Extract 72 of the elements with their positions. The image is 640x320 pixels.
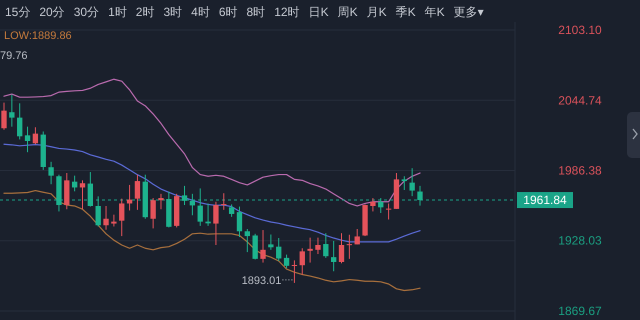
candlestick bbox=[409, 168, 415, 197]
candlestick bbox=[378, 198, 384, 214]
text: 更多▾ bbox=[454, 5, 484, 19]
candlestick bbox=[134, 174, 140, 210]
text: 6时 bbox=[218, 5, 238, 19]
candlestick bbox=[32, 126, 38, 145]
y-tick-label: 2044.74 bbox=[558, 93, 602, 108]
candlestick bbox=[126, 184, 132, 211]
candlestick bbox=[417, 185, 423, 206]
annotation: 1893.01 bbox=[242, 274, 282, 287]
candlestick bbox=[292, 260, 298, 284]
candlestick bbox=[330, 240, 336, 272]
annotation: 79.76 bbox=[0, 50, 28, 62]
candlestick bbox=[182, 185, 188, 206]
y-tick-label: 1986.38 bbox=[558, 164, 602, 178]
candlestick bbox=[354, 228, 360, 245]
candlestick bbox=[260, 230, 266, 264]
candlestick bbox=[213, 201, 219, 246]
candlestick bbox=[80, 180, 86, 210]
candlestick bbox=[205, 202, 211, 226]
text: 30分 bbox=[74, 5, 100, 19]
ref-line-label: 1961.84 bbox=[523, 193, 568, 208]
candlestick bbox=[386, 202, 392, 220]
candlestick bbox=[268, 234, 274, 250]
candlestick bbox=[96, 196, 101, 227]
candlestick bbox=[228, 204, 234, 218]
candlestick bbox=[221, 192, 226, 210]
text: 年K bbox=[424, 5, 445, 19]
candlestick bbox=[88, 172, 94, 208]
candlestick bbox=[402, 176, 407, 190]
candlestick bbox=[307, 237, 313, 264]
candlestick bbox=[48, 161, 54, 185]
y-tick-label: 1869.67 bbox=[558, 304, 602, 318]
candlestick bbox=[338, 232, 344, 264]
candlestick bbox=[119, 198, 124, 237]
candlestick bbox=[24, 126, 30, 153]
candlestick bbox=[150, 198, 156, 229]
y-tick-label: 2103.10 bbox=[558, 23, 602, 37]
candlestick bbox=[111, 214, 117, 227]
candlestick bbox=[276, 238, 282, 262]
text: 20分 bbox=[39, 5, 65, 19]
text: 3时 bbox=[163, 5, 182, 19]
candlestick bbox=[198, 188, 203, 226]
text: 15分 bbox=[5, 5, 30, 19]
candlestick bbox=[315, 237, 321, 255]
text: 周K bbox=[338, 5, 358, 19]
candlestick bbox=[1, 102, 7, 130]
text: 2时 bbox=[136, 5, 154, 19]
text: 1时 bbox=[108, 5, 127, 19]
text: 季K bbox=[396, 5, 416, 19]
text: 4时 bbox=[191, 5, 210, 19]
text: 月K bbox=[366, 5, 387, 19]
candlestick bbox=[323, 232, 328, 258]
candlestick bbox=[190, 193, 196, 216]
candlestick bbox=[236, 206, 242, 238]
candlestick bbox=[9, 94, 15, 128]
text: 12时 bbox=[274, 5, 300, 19]
line-series bbox=[3, 78, 421, 207]
annotation: LOW:1889.86 bbox=[4, 30, 72, 42]
candlestick bbox=[17, 102, 22, 140]
text: 日K bbox=[308, 5, 329, 19]
candlestick bbox=[244, 228, 250, 253]
candlestick bbox=[103, 205, 109, 230]
candlestick bbox=[370, 198, 376, 212]
candlestick bbox=[300, 248, 305, 276]
candlestick bbox=[284, 254, 290, 269]
candlestick bbox=[346, 234, 352, 260]
y-tick-label: 1928.03 bbox=[558, 234, 602, 248]
candlestick bbox=[252, 233, 258, 260]
text: 8时 bbox=[246, 5, 266, 19]
line-series bbox=[3, 190, 421, 292]
candlestick bbox=[72, 175, 78, 192]
